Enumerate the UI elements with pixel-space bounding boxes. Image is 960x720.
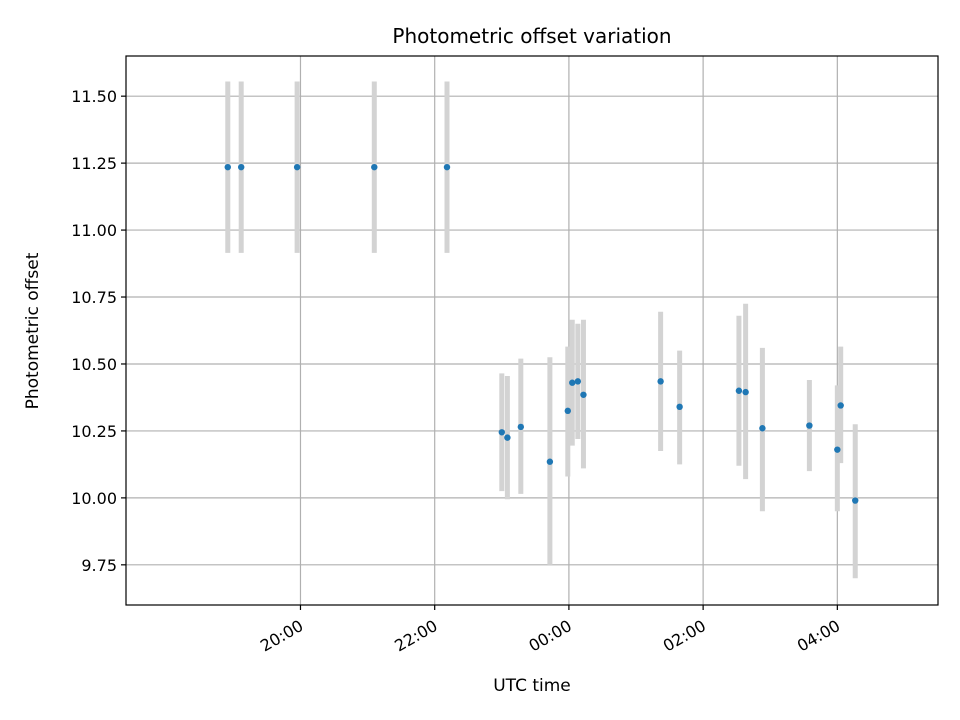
data-point xyxy=(371,163,378,171)
data-point xyxy=(834,446,841,453)
y-tick-label: 10.50 xyxy=(71,355,117,374)
grid xyxy=(126,56,938,605)
data-point xyxy=(293,163,301,171)
data-point xyxy=(238,163,245,171)
data-point xyxy=(852,497,859,504)
x-axis-label: UTC time xyxy=(493,676,571,696)
y-axis-label: Photometric offset xyxy=(23,252,43,409)
data-point xyxy=(569,379,576,386)
data-point xyxy=(498,429,506,436)
data-point xyxy=(517,423,525,431)
y-tick-label: 9.75 xyxy=(81,556,117,575)
plot-frame xyxy=(125,55,939,606)
data-point xyxy=(676,403,683,411)
data-point xyxy=(224,163,231,171)
data-point xyxy=(806,422,813,429)
y-tick-label: 10.75 xyxy=(71,288,117,307)
y-axis-ticks: 9.75 10.00 10.25 10.50 10.75 11.00 11.25 11.50 xyxy=(71,87,126,575)
y-tick-label: 10.25 xyxy=(71,422,117,441)
data-point xyxy=(564,407,571,415)
plot-area xyxy=(126,56,938,605)
data-point xyxy=(580,391,587,398)
data-point xyxy=(657,378,664,385)
y-tick-label: 10.00 xyxy=(71,489,117,508)
data-point xyxy=(546,458,554,465)
data-point xyxy=(837,402,844,409)
data-point xyxy=(759,425,766,432)
data-point xyxy=(443,163,451,171)
y-tick-label: 11.00 xyxy=(71,221,117,240)
data-point xyxy=(574,378,582,385)
y-tick-label: 11.50 xyxy=(71,87,117,106)
data-point xyxy=(742,388,749,396)
data-points xyxy=(224,163,859,504)
data-point xyxy=(735,387,743,394)
data-point xyxy=(504,434,511,441)
y-tick-label: 11.25 xyxy=(71,154,117,173)
chart-title: Photometric offset variation xyxy=(392,24,671,48)
